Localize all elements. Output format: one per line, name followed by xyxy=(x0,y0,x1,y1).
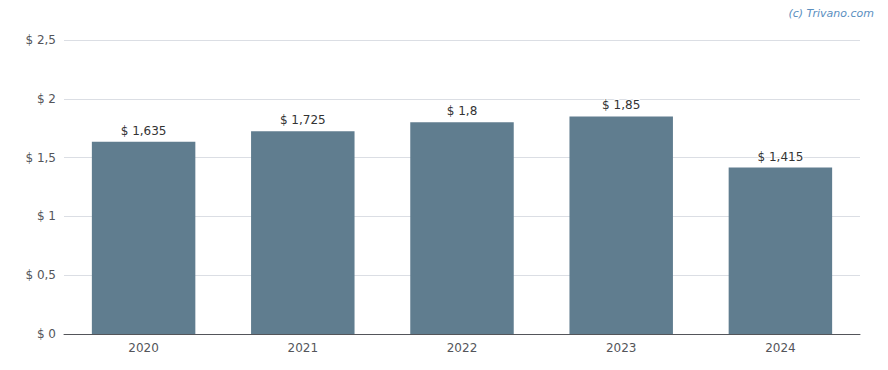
svg-text:$ 1,415: $ 1,415 xyxy=(757,150,803,164)
svg-text:2021: 2021 xyxy=(288,341,319,355)
svg-text:(c) Trivano.com: (c) Trivano.com xyxy=(788,7,874,20)
svg-text:$ 1,85: $ 1,85 xyxy=(602,98,640,112)
svg-text:$ 1,725: $ 1,725 xyxy=(280,113,326,127)
svg-text:$ 1,635: $ 1,635 xyxy=(121,124,167,138)
svg-text:$ 1,5: $ 1,5 xyxy=(25,151,56,165)
svg-text:$ 0: $ 0 xyxy=(37,327,56,341)
svg-text:2023: 2023 xyxy=(606,341,637,355)
svg-text:2020: 2020 xyxy=(128,341,159,355)
svg-text:$ 0,5: $ 0,5 xyxy=(25,268,56,282)
svg-text:$ 2: $ 2 xyxy=(37,92,56,106)
svg-text:$ 1,8: $ 1,8 xyxy=(447,104,478,118)
svg-text:$ 2,5: $ 2,5 xyxy=(25,33,56,47)
svg-text:2022: 2022 xyxy=(447,341,478,355)
svg-text:2024: 2024 xyxy=(765,341,796,355)
svg-text:$ 1: $ 1 xyxy=(37,209,56,223)
